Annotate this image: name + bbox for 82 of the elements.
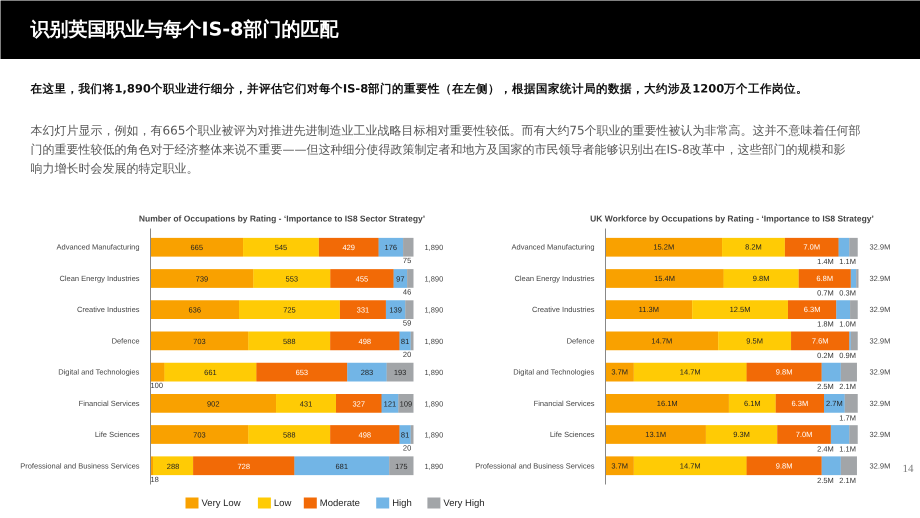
bar (294, 456, 390, 476)
bar (606, 394, 729, 413)
bar (403, 238, 414, 257)
legend-label: Low (274, 498, 292, 509)
bar (239, 300, 340, 320)
bar (606, 332, 718, 350)
bar (849, 425, 858, 444)
bar (150, 269, 254, 288)
bar (150, 300, 239, 320)
bar (318, 238, 379, 257)
bar (724, 269, 799, 288)
bar (791, 332, 850, 350)
bar (746, 362, 822, 382)
bar (830, 425, 850, 444)
chart-title: UK Workforce by Occupations by Rating - ‘Importance to IS8 Strategy’ (590, 214, 874, 224)
bar (153, 456, 194, 476)
bar (150, 332, 248, 350)
text: 14 (902, 463, 914, 476)
text: 识别英国职业与每个IS-8部门的匹配 (30, 18, 340, 40)
bar (150, 362, 164, 382)
bar (706, 425, 778, 444)
bar (606, 425, 706, 444)
bar (776, 394, 824, 413)
bar (844, 394, 858, 413)
bar (798, 269, 851, 288)
bar (410, 425, 414, 444)
bar (634, 362, 747, 382)
bar (784, 238, 839, 257)
legend-label: Moderate (320, 498, 360, 509)
bar (347, 362, 387, 382)
bar (718, 332, 792, 350)
bar (788, 300, 836, 320)
bar (722, 238, 785, 257)
bar (150, 394, 276, 413)
bar (330, 269, 394, 288)
legend-label: Very High (443, 498, 485, 509)
bar (340, 300, 386, 320)
bar (381, 394, 398, 413)
bar (150, 425, 248, 444)
bar (253, 269, 330, 288)
bar (407, 269, 414, 288)
bar (822, 456, 841, 476)
bar (405, 300, 414, 320)
bar (849, 238, 858, 257)
bar (164, 362, 256, 382)
bar (822, 362, 841, 382)
bar (606, 300, 692, 320)
bar (389, 456, 414, 476)
text: 本幻灯片显示，例如，有665个职业被评为对推进先进制造业工业战略目标相对重要性较低。而有大约75个职业的重要性被认为非常高。这并不意味着任何部门的重要性较低的角色对于经济整体来说不重要——但这种细分使得政策制定者和地方及国家的市民领导者能够识别出在IS-8改革中，这些部门的规模和影响力增长时会发展的特定职业。 (30, 124, 861, 176)
bar (243, 238, 319, 257)
bar (850, 300, 858, 320)
bar (840, 456, 857, 476)
bar (692, 300, 788, 320)
bar (410, 332, 414, 350)
bar (248, 425, 330, 444)
bar (193, 456, 294, 476)
bar (746, 456, 822, 476)
bar (276, 394, 336, 413)
chart-title: Number of Occupations by Rating - ‘Importance to IS8 Sector Strategy’ (138, 214, 426, 224)
bar (634, 456, 747, 476)
bar (850, 332, 858, 350)
bar (850, 269, 856, 288)
bar (378, 238, 404, 257)
bar (386, 362, 414, 382)
legend-label: Very Low (202, 498, 241, 509)
bar (840, 362, 857, 382)
bar (606, 238, 722, 257)
bar (838, 238, 850, 257)
bar (606, 362, 634, 382)
bar (394, 269, 408, 288)
bar (330, 332, 400, 350)
bar (728, 394, 776, 413)
bar (606, 269, 724, 288)
bar (248, 332, 330, 350)
bar (336, 394, 382, 413)
bar (256, 362, 348, 382)
bar (836, 300, 850, 320)
text: 在这里，我们将1,890个职业进行细分，并评估它们对每个IS-8部门的重要性（在左侧），根据国家统计局的数据，大约涉及1200万个工作岗位。 (30, 82, 808, 96)
bar (777, 425, 831, 444)
bar (150, 238, 244, 257)
legend-label: High (392, 498, 412, 509)
bar (330, 425, 400, 444)
